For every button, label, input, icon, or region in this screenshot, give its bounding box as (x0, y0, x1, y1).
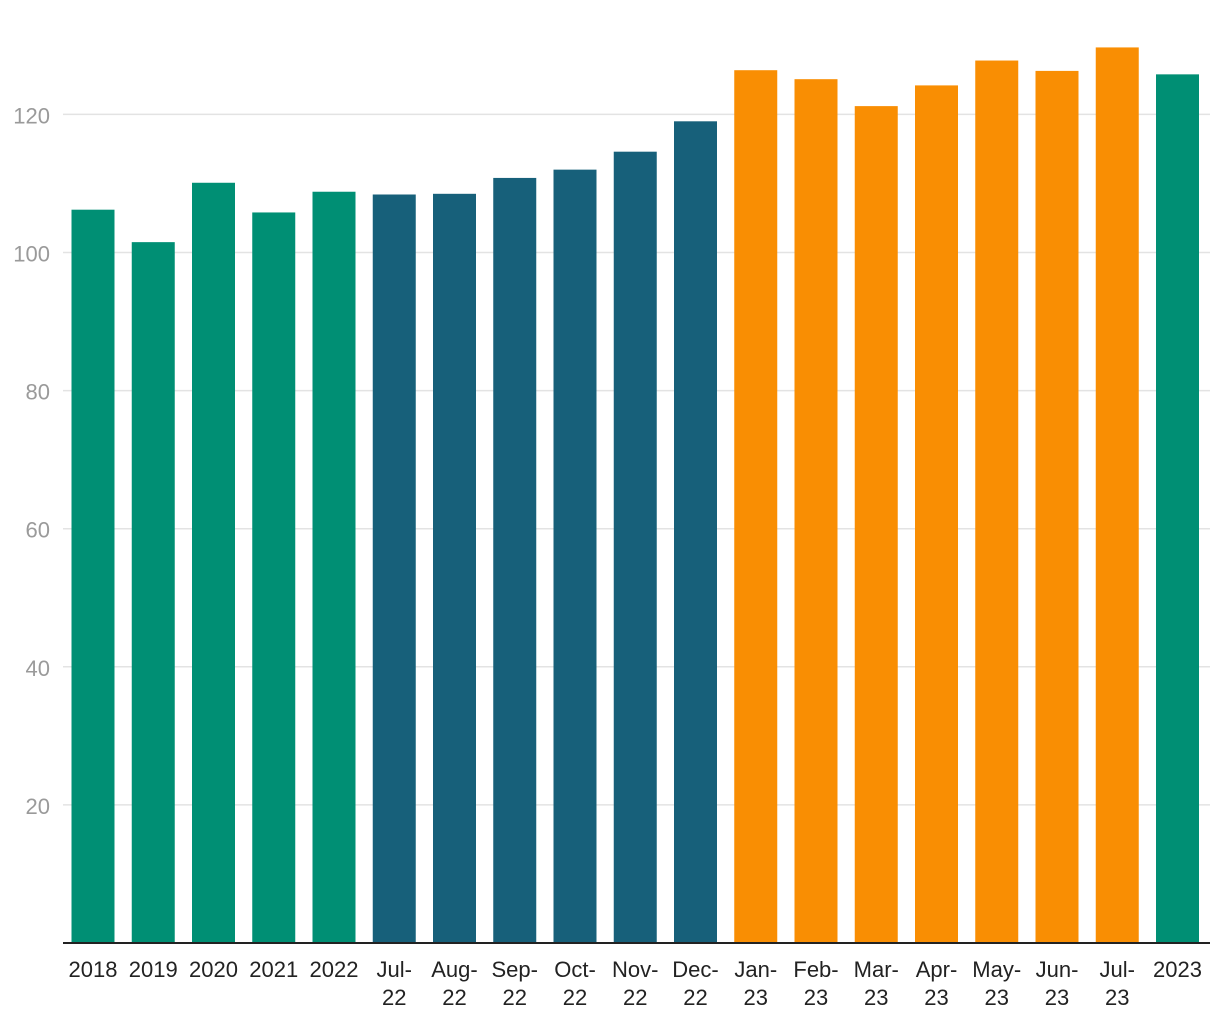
x-tick-label: Mar- 23 (854, 957, 899, 1010)
x-tick-label: Jun- 23 (1036, 957, 1079, 1010)
bar (734, 70, 778, 943)
x-tick-label: 2023 (1153, 957, 1202, 982)
x-tick-label-line: 22 (623, 985, 647, 1010)
bar (252, 212, 296, 944)
x-tick-label-line: Sep- (492, 957, 538, 982)
x-tick-label-line: 23 (924, 985, 948, 1010)
x-tick-label-line: May- (972, 957, 1021, 982)
bar (975, 60, 1019, 943)
x-tick-label: Feb- 23 (793, 957, 838, 1010)
y-axis-ticks: 20 40 60 80 100 120 (13, 103, 50, 819)
x-tick-label-line: Jul- (1100, 957, 1135, 982)
x-tick-label: 2022 (310, 957, 359, 982)
bar (915, 85, 958, 944)
bar (1095, 47, 1139, 943)
x-tick-label-line: 2023 (1153, 957, 1202, 982)
x-tick-label-line: 22 (382, 985, 406, 1010)
bar (794, 79, 838, 943)
x-tick-label: 2019 (129, 957, 178, 982)
x-tick-label-line: 23 (864, 985, 888, 1010)
bar (1156, 74, 1199, 943)
x-tick-label-line: 2020 (189, 957, 238, 982)
x-tick-label: Jan- 23 (734, 957, 777, 1010)
x-tick-label-line: 2019 (129, 957, 178, 982)
bar (192, 182, 235, 943)
x-tick-label-line: Aug- (431, 957, 477, 982)
bar (493, 177, 537, 943)
x-tick-label: Aug- 22 (431, 957, 477, 1010)
x-axis-ticks: 2018 2019 2020 2021 2022 Jul-22Aug-22Sep-22Oc… (69, 957, 1202, 1010)
bar (71, 209, 115, 944)
x-tick-label: 2018 (69, 957, 118, 982)
y-tick-label: 40 (26, 656, 50, 681)
bar (854, 106, 898, 943)
x-tick-label-line: Dec- (672, 957, 718, 982)
x-tick-label-line: Nov- (612, 957, 658, 982)
x-tick-label-line: 22 (503, 985, 527, 1010)
bar (1035, 70, 1079, 943)
x-tick-label-line: 23 (744, 985, 768, 1010)
bar (553, 169, 597, 943)
bar (131, 242, 175, 943)
x-tick-label-line: 23 (1045, 985, 1069, 1010)
x-tick-label: Sep- 22 (492, 957, 538, 1010)
x-tick-label-line: 2018 (69, 957, 118, 982)
x-tick-label: Jul- 22 (377, 957, 412, 1010)
bar (312, 191, 356, 944)
x-tick-label-line: Jun- (1036, 957, 1079, 982)
y-tick-label: 80 (26, 380, 50, 405)
bar (613, 151, 657, 943)
x-tick-label-line: Mar- (854, 957, 899, 982)
x-tick-label-line: 23 (804, 985, 828, 1010)
x-tick-label-line: Feb- (793, 957, 838, 982)
x-tick-label: 2021 (249, 957, 298, 982)
x-tick-label-line: 23 (985, 985, 1009, 1010)
x-tick-label-line: Oct- (554, 957, 596, 982)
bar (372, 194, 416, 944)
x-tick-label-line: 22 (563, 985, 587, 1010)
x-tick-label: May- 23 (972, 957, 1021, 1010)
x-tick-label-line: Apr- (916, 957, 958, 982)
x-tick-label-line: Jan- (734, 957, 777, 982)
x-tick-label: 2020 (189, 957, 238, 982)
y-tick-label: 60 (26, 518, 50, 543)
x-tick-label: Dec- 22 (672, 957, 718, 1010)
y-tick-label: 100 (13, 242, 50, 267)
x-tick-label-line: 2021 (249, 957, 298, 982)
x-tick-label-line: 2022 (310, 957, 359, 982)
y-tick-label: 20 (26, 794, 50, 819)
x-tick-label: Nov- 22 (612, 957, 658, 1010)
bars (71, 47, 1199, 944)
x-tick-label: Jul- 23 (1100, 957, 1135, 1010)
bar (674, 121, 717, 944)
x-tick-label-line: Jul- (377, 957, 412, 982)
x-tick-label: Apr- 23 (916, 957, 958, 1010)
x-tick-label: Oct- 22 (554, 957, 596, 1010)
y-tick-label: 120 (13, 103, 50, 128)
x-tick-label-line: 22 (683, 985, 707, 1010)
x-tick-label-line: 22 (442, 985, 466, 1010)
bar (433, 193, 476, 943)
x-tick-label-line: 23 (1105, 985, 1129, 1010)
